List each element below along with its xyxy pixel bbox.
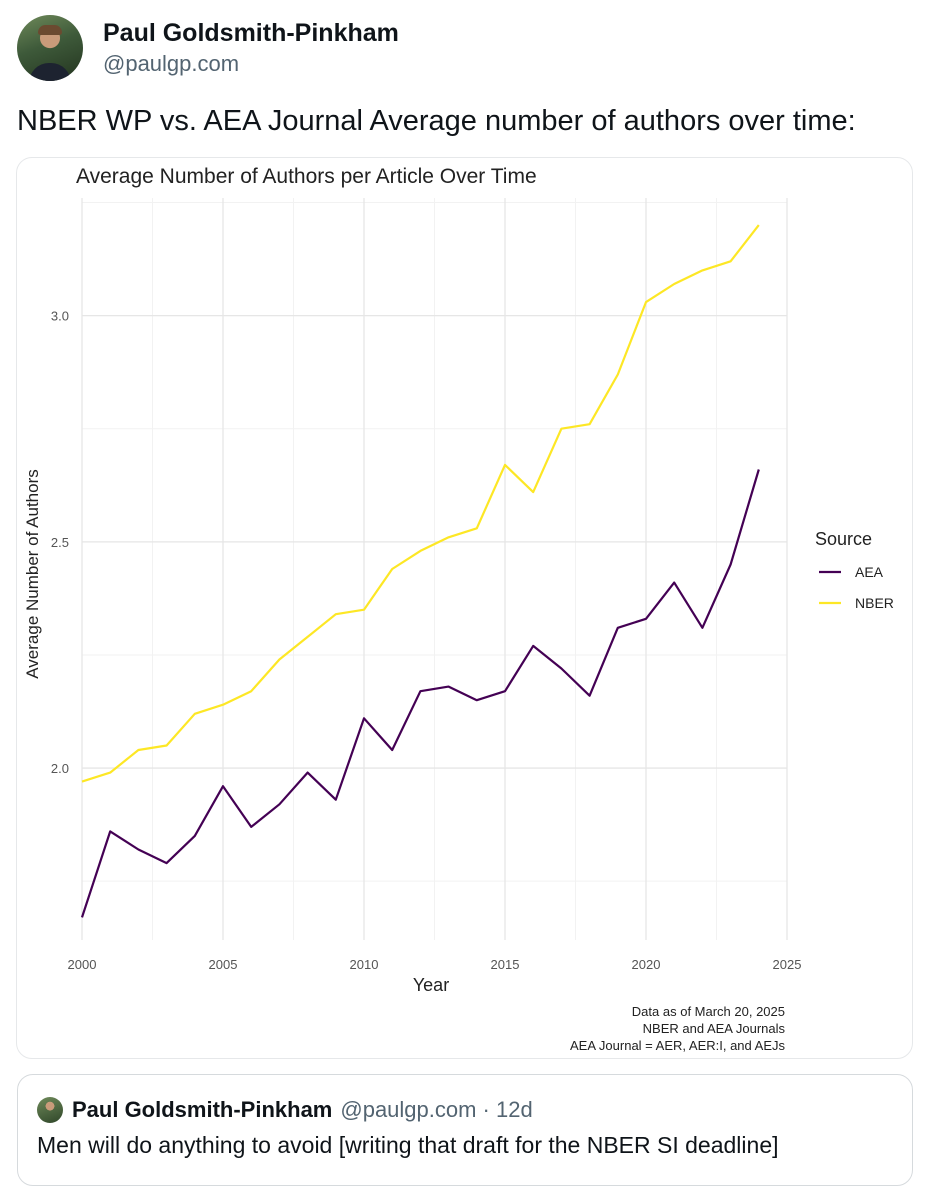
legend-title: Source [815, 529, 872, 549]
y-axis-label: Average Number of Authors [23, 469, 42, 678]
quoted-avatar[interactable] [37, 1097, 63, 1123]
avatar-shirt [29, 63, 71, 81]
chart-grid [81, 198, 788, 940]
series-line-aea [80, 469, 760, 918]
y-tick-label: 3.0 [51, 309, 69, 324]
chart-axis-labels: 2.0 2.5 3.0 2000 2005 2010 2015 2020 2025 [51, 309, 802, 972]
chart-series [80, 224, 760, 918]
legend-label-aea: AEA [855, 564, 884, 580]
x-tick-label: 2010 [350, 957, 379, 972]
chart-card[interactable]: Average Number of Authors per Article Ov… [16, 157, 913, 1059]
x-tick-label: 2000 [68, 957, 97, 972]
quoted-post-text: Men will do anything to avoid [writing t… [37, 1132, 779, 1158]
x-axis-label: Year [413, 975, 449, 995]
caption-line: Data as of March 20, 2025 [632, 1004, 785, 1019]
chart-title: Average Number of Authors per Article Ov… [76, 165, 537, 188]
quoted-author-meta: @paulgp.com · 12d [340, 1097, 533, 1122]
caption-line: NBER and AEA Journals [643, 1021, 786, 1036]
chart-legend: Source AEA NBER [815, 529, 894, 611]
author-block: Paul Goldsmith-Pinkham @paulgp.com [103, 18, 399, 78]
chart-caption: Data as of March 20, 2025 NBER and AEA Jo… [570, 1004, 785, 1053]
legend-label-nber: NBER [855, 595, 894, 611]
author-handle[interactable]: @paulgp.com [103, 51, 240, 76]
y-tick-label: 2.5 [51, 535, 69, 550]
avatar-hair [38, 25, 62, 35]
x-tick-label: 2025 [773, 957, 802, 972]
x-tick-label: 2005 [209, 957, 238, 972]
quoted-post-header: Paul Goldsmith-Pinkham @paulgp.com · 12d [37, 1097, 533, 1123]
avatar[interactable] [17, 15, 83, 81]
caption-line: AEA Journal = AER, AER:I, and AEJs [570, 1038, 785, 1053]
post-header: Paul Goldsmith-Pinkham @paulgp.com [17, 15, 399, 81]
quoted-post[interactable]: Paul Goldsmith-Pinkham @paulgp.com · 12d… [17, 1074, 913, 1186]
x-tick-label: 2015 [491, 957, 520, 972]
series-line-nber [81, 224, 760, 783]
author-name[interactable]: Paul Goldsmith-Pinkham [103, 19, 399, 47]
post-text: NBER WP vs. AEA Journal Average number o… [17, 105, 856, 137]
line-chart: Average Number of Authors per Article Ov… [23, 165, 894, 1053]
x-tick-label: 2020 [632, 957, 661, 972]
y-tick-label: 2.0 [51, 761, 69, 776]
quoted-author-name[interactable]: Paul Goldsmith-Pinkham [72, 1097, 333, 1122]
